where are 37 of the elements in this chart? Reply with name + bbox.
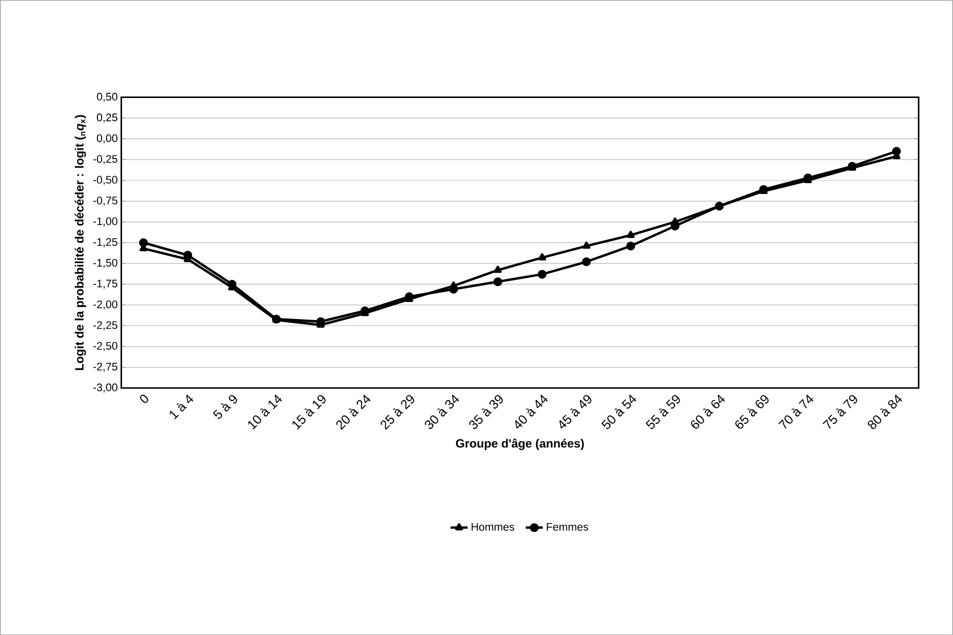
x-tick-label: 50 à 54 xyxy=(601,394,636,429)
x-tick-label: 80 à 84 xyxy=(868,394,902,429)
y-tick-label: -1,75 xyxy=(93,280,118,289)
y-tick-label: 0,50 xyxy=(96,92,118,102)
x-tick-label: 15 à 19 xyxy=(292,394,326,430)
y-tick-label: -0,50 xyxy=(93,176,118,185)
y-tick-label: -2,00 xyxy=(93,300,118,310)
x-tick-label: 5 à 9 xyxy=(212,394,238,419)
x-tick-label: 25 à 29 xyxy=(380,394,414,430)
y-tick-label: -1,50 xyxy=(93,258,118,268)
x-tick-label: 75 à 79 xyxy=(822,394,858,429)
x-tick-label: 0 xyxy=(140,394,148,403)
x-tick-label: 35 à 39 xyxy=(469,394,503,429)
x-tick-label: 60 à 64 xyxy=(691,394,725,428)
y-tick-label: -3,00 xyxy=(93,383,118,392)
x-tick-label: 55 à 59 xyxy=(646,394,680,429)
legend-label: Hommes xyxy=(472,522,514,531)
x-tick-label: 1 à 4 xyxy=(170,394,194,420)
y-tick-label: 0,25 xyxy=(96,113,118,122)
y-tick-label: -1,00 xyxy=(93,217,118,226)
x-axis-title: Groupe d'âge (années) xyxy=(456,438,584,450)
y-axis-title: Logit de la probabilité de décéder : logit ($_{n}$q$_{x}$) xyxy=(74,115,86,370)
legend-label: Femmes xyxy=(546,522,588,531)
x-tick-label: 10 à 14 xyxy=(248,394,282,430)
x-tick-label: 20 à 24 xyxy=(336,394,371,430)
y-tick-label: 0,00 xyxy=(96,134,118,144)
x-tick-label: 40 à 44 xyxy=(515,394,548,429)
x-tick-label: 30 à 34 xyxy=(424,394,460,429)
x-tick-label: 45 à 49 xyxy=(559,394,592,429)
y-tick-label: -0,25 xyxy=(93,154,118,164)
x-tick-label: 65 à 69 xyxy=(735,394,769,428)
y-tick-label: -0,75 xyxy=(93,196,118,206)
y-tick-label: -2,50 xyxy=(93,342,118,351)
x-tick-label: 70 à 74 xyxy=(778,394,814,429)
y-tick-label: -2,75 xyxy=(93,362,118,372)
y-tick-label: -2,25 xyxy=(93,321,118,330)
y-tick-label: -1,25 xyxy=(93,238,118,248)
